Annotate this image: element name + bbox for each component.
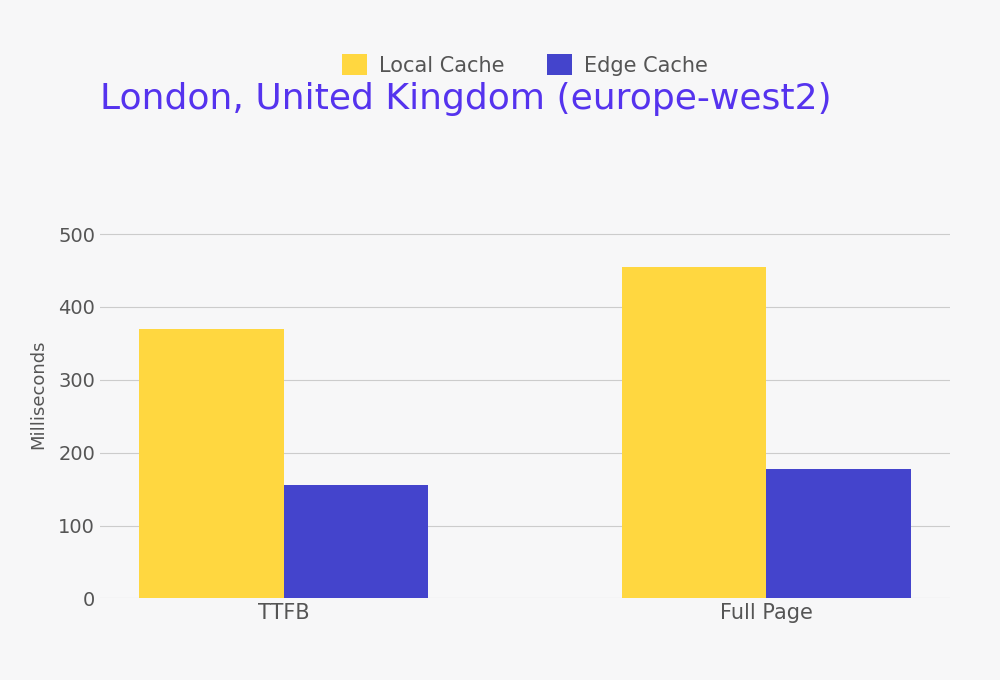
- Text: London, United Kingdom (europe-west2): London, United Kingdom (europe-west2): [100, 82, 832, 116]
- Bar: [284, 486, 428, 598]
- Legend: Local Cache, Edge Cache: Local Cache, Edge Cache: [334, 46, 716, 84]
- Bar: [139, 329, 284, 598]
- Bar: [766, 469, 911, 598]
- Bar: [622, 267, 766, 598]
- Y-axis label: Milliseconds: Milliseconds: [29, 339, 47, 449]
